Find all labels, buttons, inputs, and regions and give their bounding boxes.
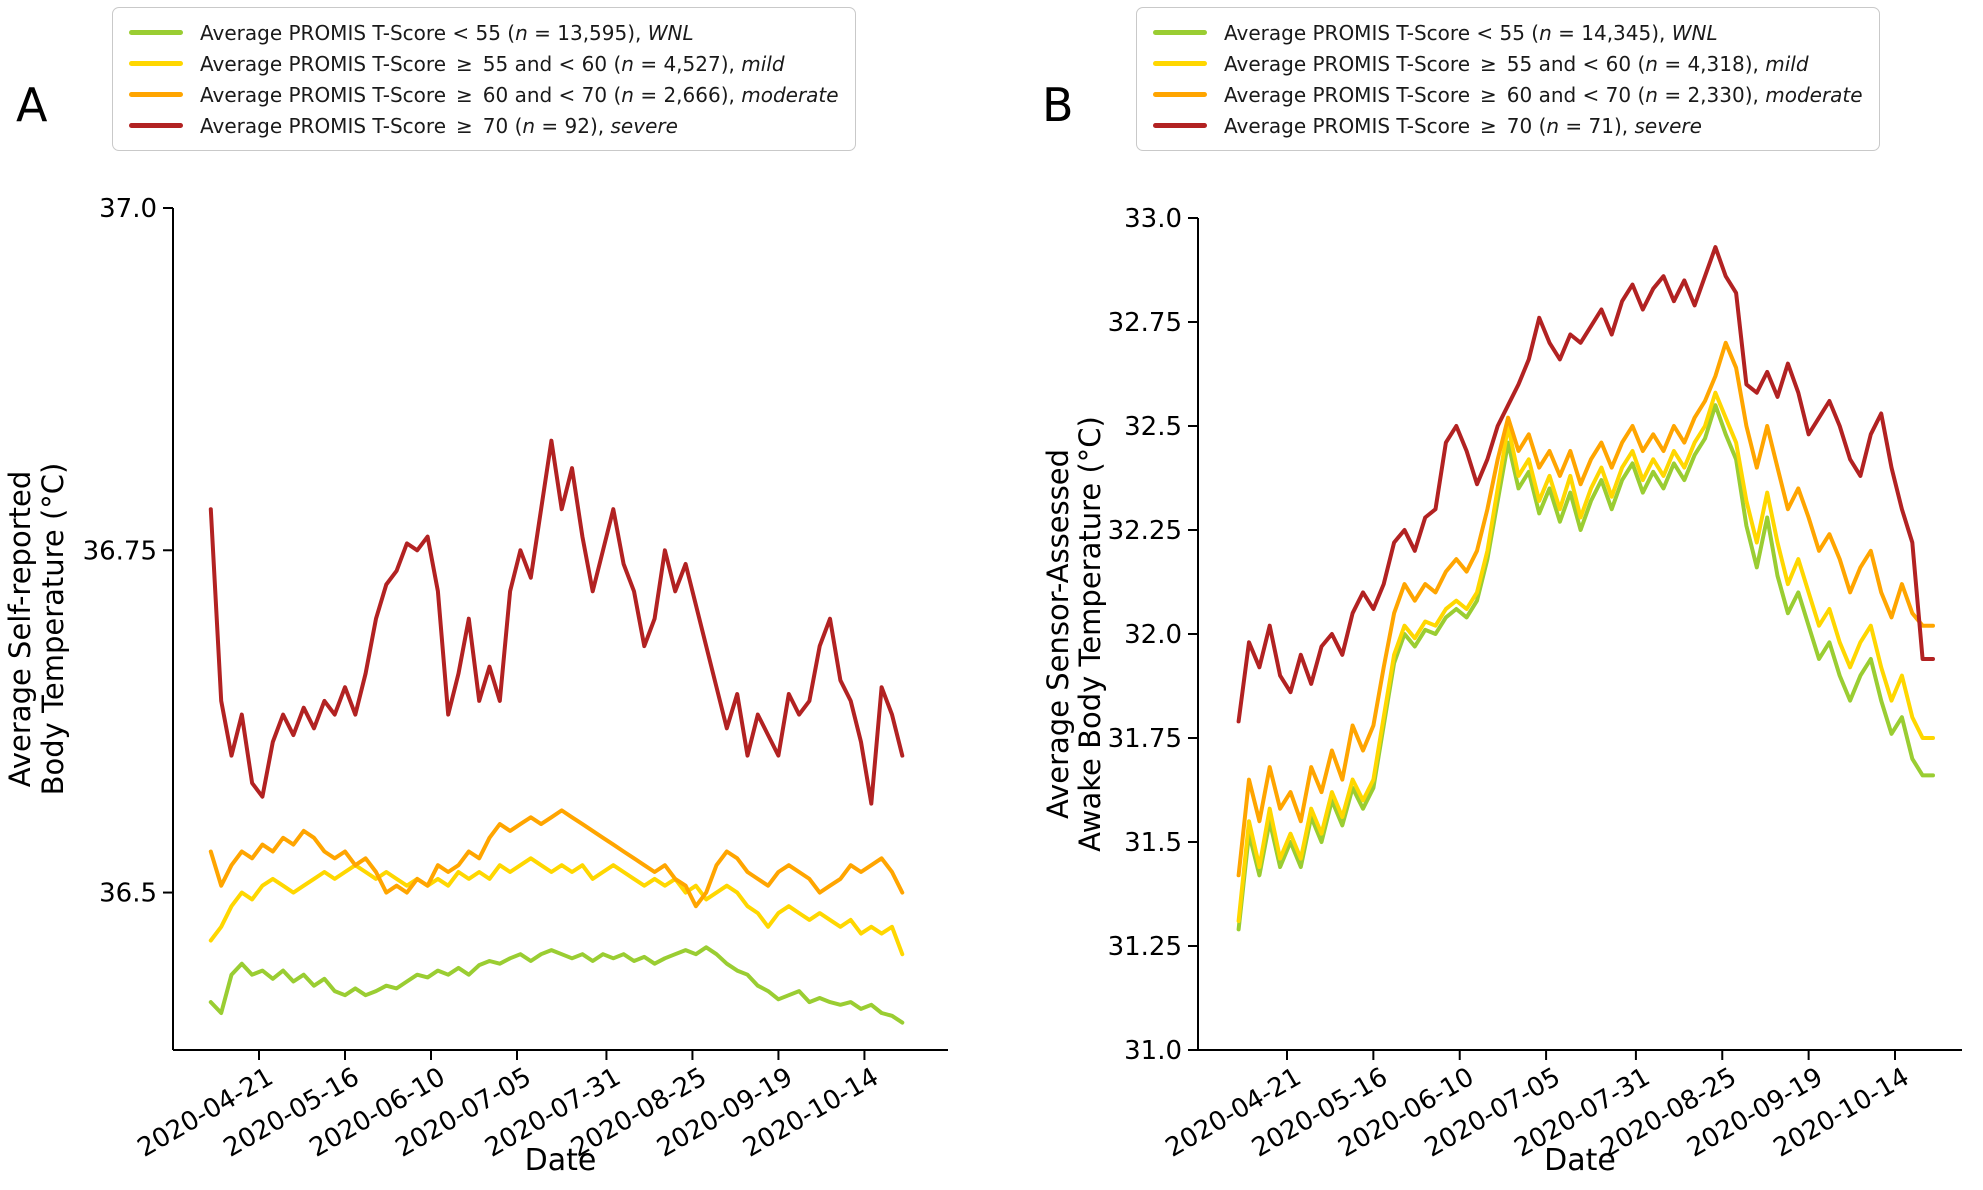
legend-item-wnl: Average PROMIS T-Score < 55 (n = 14,345)…	[1153, 17, 1863, 48]
legend-label: Average PROMIS T-Score ≥ 55 and < 60 (n …	[200, 51, 785, 76]
legend-swatch-severe	[129, 123, 183, 128]
legend-swatch-wnl	[129, 30, 183, 35]
panel-label-a: A	[16, 78, 48, 132]
y-tick-label: 32.0	[1124, 620, 1182, 650]
y-axis-title-line: Average Sensor-Assessed	[1041, 449, 1075, 819]
series-line-mild	[1236, 390, 1935, 923]
series-line-wnl	[208, 945, 905, 1025]
y-axis-title-line: Average Self-reported	[3, 471, 37, 788]
legend-item-severe: Average PROMIS T-Score ≥ 70 (n = 71), se…	[1153, 110, 1863, 141]
y-tick-label: 32.5	[1124, 412, 1182, 442]
legend-item-severe: Average PROMIS T-Score ≥ 70 (n = 92), se…	[129, 110, 839, 141]
y-tick-label: 36.75	[83, 536, 157, 566]
series-line-mild	[208, 856, 905, 957]
legend-label: Average PROMIS T-Score ≥ 70 (n = 71), se…	[1224, 113, 1702, 138]
series-line-severe	[1236, 245, 1935, 724]
x-axis-title: Date	[1544, 1143, 1616, 1178]
legend-label: Average PROMIS T-Score < 55 (n = 13,595)…	[200, 20, 694, 45]
legend-label: Average PROMIS T-Score < 55 (n = 14,345)…	[1224, 20, 1718, 45]
legend-swatch-mild	[129, 61, 183, 66]
x-axis-title: Date	[525, 1143, 597, 1178]
panel-A: 37.036.7536.52020-04-212020-05-162020-06…	[3, 194, 948, 1178]
y-tick-label: 33.0	[1124, 204, 1182, 234]
y-tick-label: 36.5	[99, 879, 157, 909]
legend-swatch-moderate	[1153, 92, 1207, 97]
y-tick-label: 31.25	[1108, 932, 1182, 962]
legend-label: Average PROMIS T-Score ≥ 60 and < 70 (n …	[200, 82, 839, 107]
legend-swatch-wnl	[1153, 30, 1207, 35]
y-tick-label: 31.0	[1124, 1036, 1182, 1066]
y-tick-label: 37.0	[99, 194, 157, 224]
y-axis-title-line: Awake Body Temperature (°C)	[1073, 416, 1107, 852]
legend-label: Average PROMIS T-Score ≥ 55 and < 60 (n …	[1224, 51, 1809, 76]
legend-item-wnl: Average PROMIS T-Score < 55 (n = 13,595)…	[129, 17, 839, 48]
legend-item-mild: Average PROMIS T-Score ≥ 55 and < 60 (n …	[129, 48, 839, 79]
legend-panel-b: Average PROMIS T-Score < 55 (n = 14,345)…	[1136, 7, 1880, 151]
panel-label-b: B	[1042, 78, 1074, 132]
legend-swatch-severe	[1153, 123, 1207, 128]
y-tick-label: 32.25	[1108, 516, 1182, 546]
legend-swatch-mild	[1153, 61, 1207, 66]
legend-item-mild: Average PROMIS T-Score ≥ 55 and < 60 (n …	[1153, 48, 1863, 79]
legend-swatch-moderate	[129, 92, 183, 97]
series-line-severe	[208, 438, 905, 806]
legend-label: Average PROMIS T-Score ≥ 60 and < 70 (n …	[1224, 82, 1863, 107]
series-line-moderate	[1236, 340, 1935, 878]
legend-item-moderate: Average PROMIS T-Score ≥ 60 and < 70 (n …	[1153, 79, 1863, 110]
panel-B: 33.0 32.75 32.5 32.25 32.0 31.75 31.5 31.25 31.0…	[1041, 204, 1962, 1178]
y-tick-label: 31.75	[1108, 724, 1182, 754]
y-axis-title-line: Body Temperature (°C)	[36, 463, 70, 796]
legend-panel-a: Average PROMIS T-Score < 55 (n = 13,595)…	[112, 7, 856, 151]
legend-item-moderate: Average PROMIS T-Score ≥ 60 and < 70 (n …	[129, 79, 839, 110]
y-tick-label: 31.5	[1124, 828, 1182, 858]
series-line-wnl	[1236, 403, 1935, 932]
legend-label: Average PROMIS T-Score ≥ 70 (n = 92), se…	[200, 113, 678, 138]
series-line-moderate	[208, 808, 905, 909]
y-tick-label: 32.75	[1108, 308, 1182, 338]
